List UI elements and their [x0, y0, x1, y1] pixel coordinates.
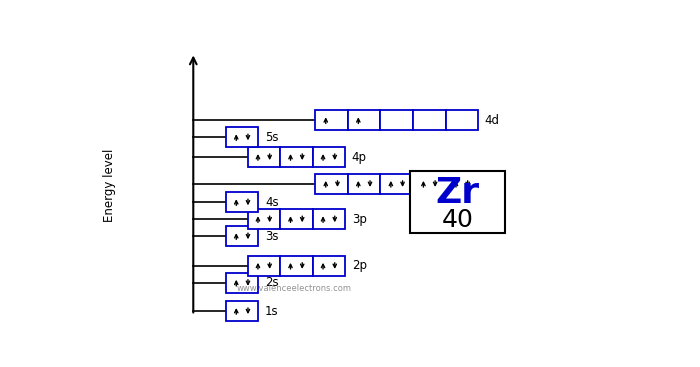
Text: www.valenceelectrons.com: www.valenceelectrons.com	[236, 284, 351, 293]
Text: 5s: 5s	[265, 131, 279, 144]
Bar	[226, 301, 258, 321]
Bar	[413, 174, 445, 194]
Bar	[313, 147, 345, 167]
Bar	[226, 273, 258, 293]
Bar	[348, 110, 381, 130]
Bar	[226, 192, 258, 212]
Text: Zr: Zr	[435, 176, 480, 210]
Text: 40: 40	[442, 208, 474, 232]
Text: 3p: 3p	[351, 213, 367, 226]
Bar	[313, 209, 345, 229]
Text: 2p: 2p	[351, 259, 367, 272]
Bar	[315, 110, 348, 130]
Bar	[280, 256, 313, 276]
Bar	[381, 174, 413, 194]
Bar	[381, 110, 413, 130]
Bar	[410, 171, 505, 233]
Text: Energy level: Energy level	[103, 149, 116, 222]
Bar	[280, 209, 313, 229]
Bar	[280, 147, 313, 167]
Text: 4p: 4p	[351, 150, 367, 164]
Bar	[348, 174, 381, 194]
Bar	[445, 110, 478, 130]
Text: 2s: 2s	[265, 276, 279, 289]
Bar	[313, 256, 345, 276]
Text: 4s: 4s	[265, 196, 279, 209]
Text: 1s: 1s	[265, 305, 279, 317]
Bar	[248, 147, 280, 167]
Bar	[226, 226, 258, 246]
Text: 4d: 4d	[484, 114, 500, 127]
Bar	[248, 209, 280, 229]
Bar	[445, 174, 478, 194]
Bar	[226, 127, 258, 147]
Bar	[413, 110, 445, 130]
Text: 3d: 3d	[484, 177, 500, 190]
Text: 3s: 3s	[265, 230, 279, 243]
Bar	[248, 256, 280, 276]
Bar	[315, 174, 348, 194]
